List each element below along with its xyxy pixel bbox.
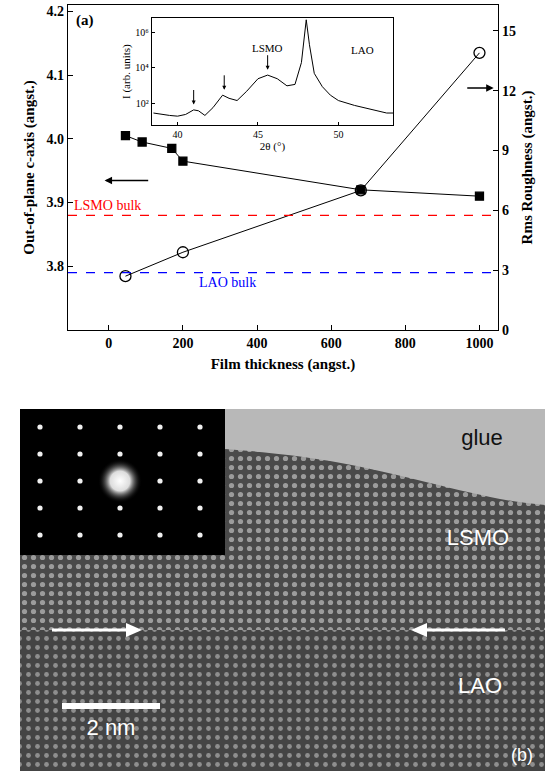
svg-text:Rms Roughness (angst.): Rms Roughness (angst.)	[519, 91, 536, 245]
svg-text:50: 50	[333, 129, 343, 140]
svg-text:2 nm: 2 nm	[87, 715, 136, 740]
svg-text:10⁴: 10⁴	[135, 62, 149, 73]
svg-text:Film thickness (angst.): Film thickness (angst.)	[211, 356, 356, 373]
svg-text:glue: glue	[461, 425, 503, 450]
svg-text:0: 0	[502, 323, 509, 338]
svg-text:800: 800	[395, 336, 416, 351]
svg-text:3.8: 3.8	[47, 259, 65, 274]
svg-text:6: 6	[502, 203, 509, 218]
svg-text:12: 12	[502, 84, 516, 99]
svg-text:LSMO: LSMO	[447, 525, 509, 550]
svg-text:2θ (°): 2θ (°)	[260, 140, 286, 153]
svg-text:40: 40	[173, 129, 183, 140]
svg-text:10²: 10²	[136, 98, 149, 109]
svg-text:4.2: 4.2	[47, 4, 65, 19]
svg-text:Out-of-plane c-axis (angst.): Out-of-plane c-axis (angst.)	[21, 80, 38, 255]
svg-text:I (arb. units): I (arb. units)	[120, 44, 133, 99]
svg-text:(a): (a)	[76, 12, 94, 29]
svg-text:0: 0	[105, 336, 112, 351]
svg-text:LSMO: LSMO	[252, 42, 283, 54]
svg-text:3: 3	[502, 263, 509, 278]
svg-text:400: 400	[247, 336, 268, 351]
svg-text:1000: 1000	[465, 336, 493, 351]
svg-text:600: 600	[321, 336, 342, 351]
svg-text:(b): (b)	[511, 745, 533, 765]
svg-text:3.9: 3.9	[47, 195, 65, 210]
svg-text:LAO bulk: LAO bulk	[199, 275, 256, 290]
svg-text:4.1: 4.1	[47, 68, 65, 83]
svg-text:LAO: LAO	[351, 44, 374, 56]
svg-text:LSMO bulk: LSMO bulk	[74, 198, 141, 213]
svg-text:15: 15	[502, 24, 516, 39]
svg-text:200: 200	[172, 336, 193, 351]
svg-text:4.0: 4.0	[47, 132, 65, 147]
svg-text:LAO: LAO	[458, 673, 502, 698]
svg-text:10⁶: 10⁶	[135, 27, 149, 38]
svg-text:45: 45	[253, 129, 263, 140]
svg-text:9: 9	[502, 143, 509, 158]
